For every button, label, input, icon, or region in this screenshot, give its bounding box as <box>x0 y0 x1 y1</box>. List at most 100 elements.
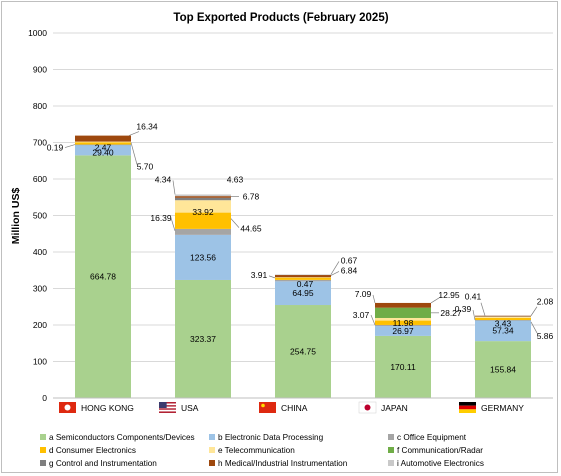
data-label: 64.95 <box>292 288 314 298</box>
data-label: 0.41 <box>465 292 482 302</box>
bar-segment <box>475 341 531 398</box>
category-label: GERMANY <box>481 403 524 413</box>
data-label: 0.19 <box>47 143 64 153</box>
category-label: HONG KONG <box>81 403 134 413</box>
legend-entry: a Semiconductors Components/Devices <box>49 433 195 442</box>
data-label: 12.95 <box>438 290 460 300</box>
data-label: 254.75 <box>290 347 316 357</box>
chart-title: Top Exported Products (February 2025) <box>173 12 388 24</box>
data-label: 323.37 <box>190 334 216 344</box>
y-tick-label: 500 <box>33 211 47 221</box>
category-label: JAPAN <box>381 403 408 413</box>
bar-segment <box>275 305 331 398</box>
bar-segment <box>75 141 131 143</box>
bar-segment <box>275 274 331 278</box>
legend-swatch <box>40 434 46 440</box>
category-label: USA <box>181 403 199 413</box>
y-tick-label: 900 <box>33 65 47 75</box>
data-label: 57.34 <box>492 326 514 336</box>
bar-segment <box>375 335 431 398</box>
data-label: 5.86 <box>537 331 554 341</box>
china-flag-icon <box>259 402 276 413</box>
bar-segment <box>275 281 331 306</box>
y-tick-label: 700 <box>33 138 47 148</box>
legend-swatch <box>209 447 215 453</box>
leader-line <box>230 218 240 228</box>
bar-segment <box>175 279 231 398</box>
bar-segment <box>175 228 231 235</box>
bar-segment <box>75 144 131 156</box>
bar-segment <box>175 212 231 229</box>
legend-entry: g Control and Instrumentation <box>49 459 157 468</box>
data-label: 0.39 <box>455 304 472 314</box>
data-label: 5.70 <box>137 161 154 171</box>
data-label: 0.67 <box>341 255 358 265</box>
japan-flag-icon <box>358 401 377 414</box>
data-label: 33.92 <box>192 207 214 217</box>
bar-segment <box>75 155 131 398</box>
bar-segment <box>175 194 231 197</box>
bar-segment <box>75 144 131 146</box>
leader-line <box>370 314 376 326</box>
legend-entry: i Automotive Electronics <box>397 459 484 468</box>
data-label: 11.98 <box>393 318 414 328</box>
leader-line <box>480 302 486 316</box>
data-label: 3.07 <box>353 310 370 320</box>
legend-swatch <box>40 447 46 453</box>
hong-kong-flag-icon <box>59 402 76 413</box>
data-label: 3.43 <box>495 319 512 329</box>
bar-segment <box>275 274 331 276</box>
bar-segment <box>375 302 431 308</box>
bar-segment <box>475 317 531 321</box>
data-label: 26.97 <box>392 326 414 336</box>
legend-swatch <box>388 434 394 440</box>
y-tick-label: 100 <box>33 357 47 367</box>
bar-segment <box>175 200 231 213</box>
legend-entry: e Telecommunication <box>218 446 295 455</box>
data-label: 123.56 <box>190 252 216 262</box>
data-label: 0.47 <box>297 279 314 289</box>
bar-segment <box>375 317 431 321</box>
y-tick-label: 300 <box>33 284 47 294</box>
bar-segment <box>75 142 131 145</box>
bar-segment <box>175 234 231 280</box>
data-label: 155.84 <box>490 365 516 375</box>
y-tick-label: 400 <box>33 247 47 257</box>
bar-segment <box>475 315 531 317</box>
leader-line <box>372 294 376 304</box>
y-tick-label: 0 <box>42 393 47 403</box>
y-axis-label: Million US$ <box>10 188 22 245</box>
leader-line <box>530 306 538 316</box>
bar-segment <box>375 307 431 318</box>
data-label: 4.34 <box>155 174 172 184</box>
legend-swatch <box>388 460 394 466</box>
bar-segment <box>375 324 431 327</box>
data-label: 29.40 <box>92 148 114 158</box>
data-label: 3.91 <box>251 270 268 280</box>
usa-flag-icon <box>159 402 176 413</box>
leader-line <box>430 297 440 304</box>
leader-line <box>330 271 340 276</box>
bar-segment <box>275 279 331 282</box>
data-label: 2.47 <box>95 143 112 153</box>
bar-segment <box>275 277 331 280</box>
data-label: 7.09 <box>355 289 372 299</box>
data-label: 664.78 <box>90 272 116 282</box>
data-label: 4.63 <box>227 174 244 184</box>
data-label: 16.39 <box>150 213 172 223</box>
category-label: CHINA <box>281 403 308 413</box>
legend-entry: d Consumer Electronics <box>49 446 136 455</box>
leader-line <box>330 261 340 275</box>
y-tick-label: 600 <box>33 174 47 184</box>
legend-swatch <box>40 460 46 466</box>
bar-segment <box>475 320 531 321</box>
y-tick-label: 200 <box>33 320 47 330</box>
data-label: 44.65 <box>240 224 262 234</box>
leader-line <box>64 144 76 148</box>
data-label: 6.84 <box>341 265 358 275</box>
bar-segment <box>475 320 531 342</box>
leader-line <box>268 275 276 279</box>
y-tick-label: 1000 <box>28 28 47 38</box>
bar-segment <box>275 277 331 278</box>
